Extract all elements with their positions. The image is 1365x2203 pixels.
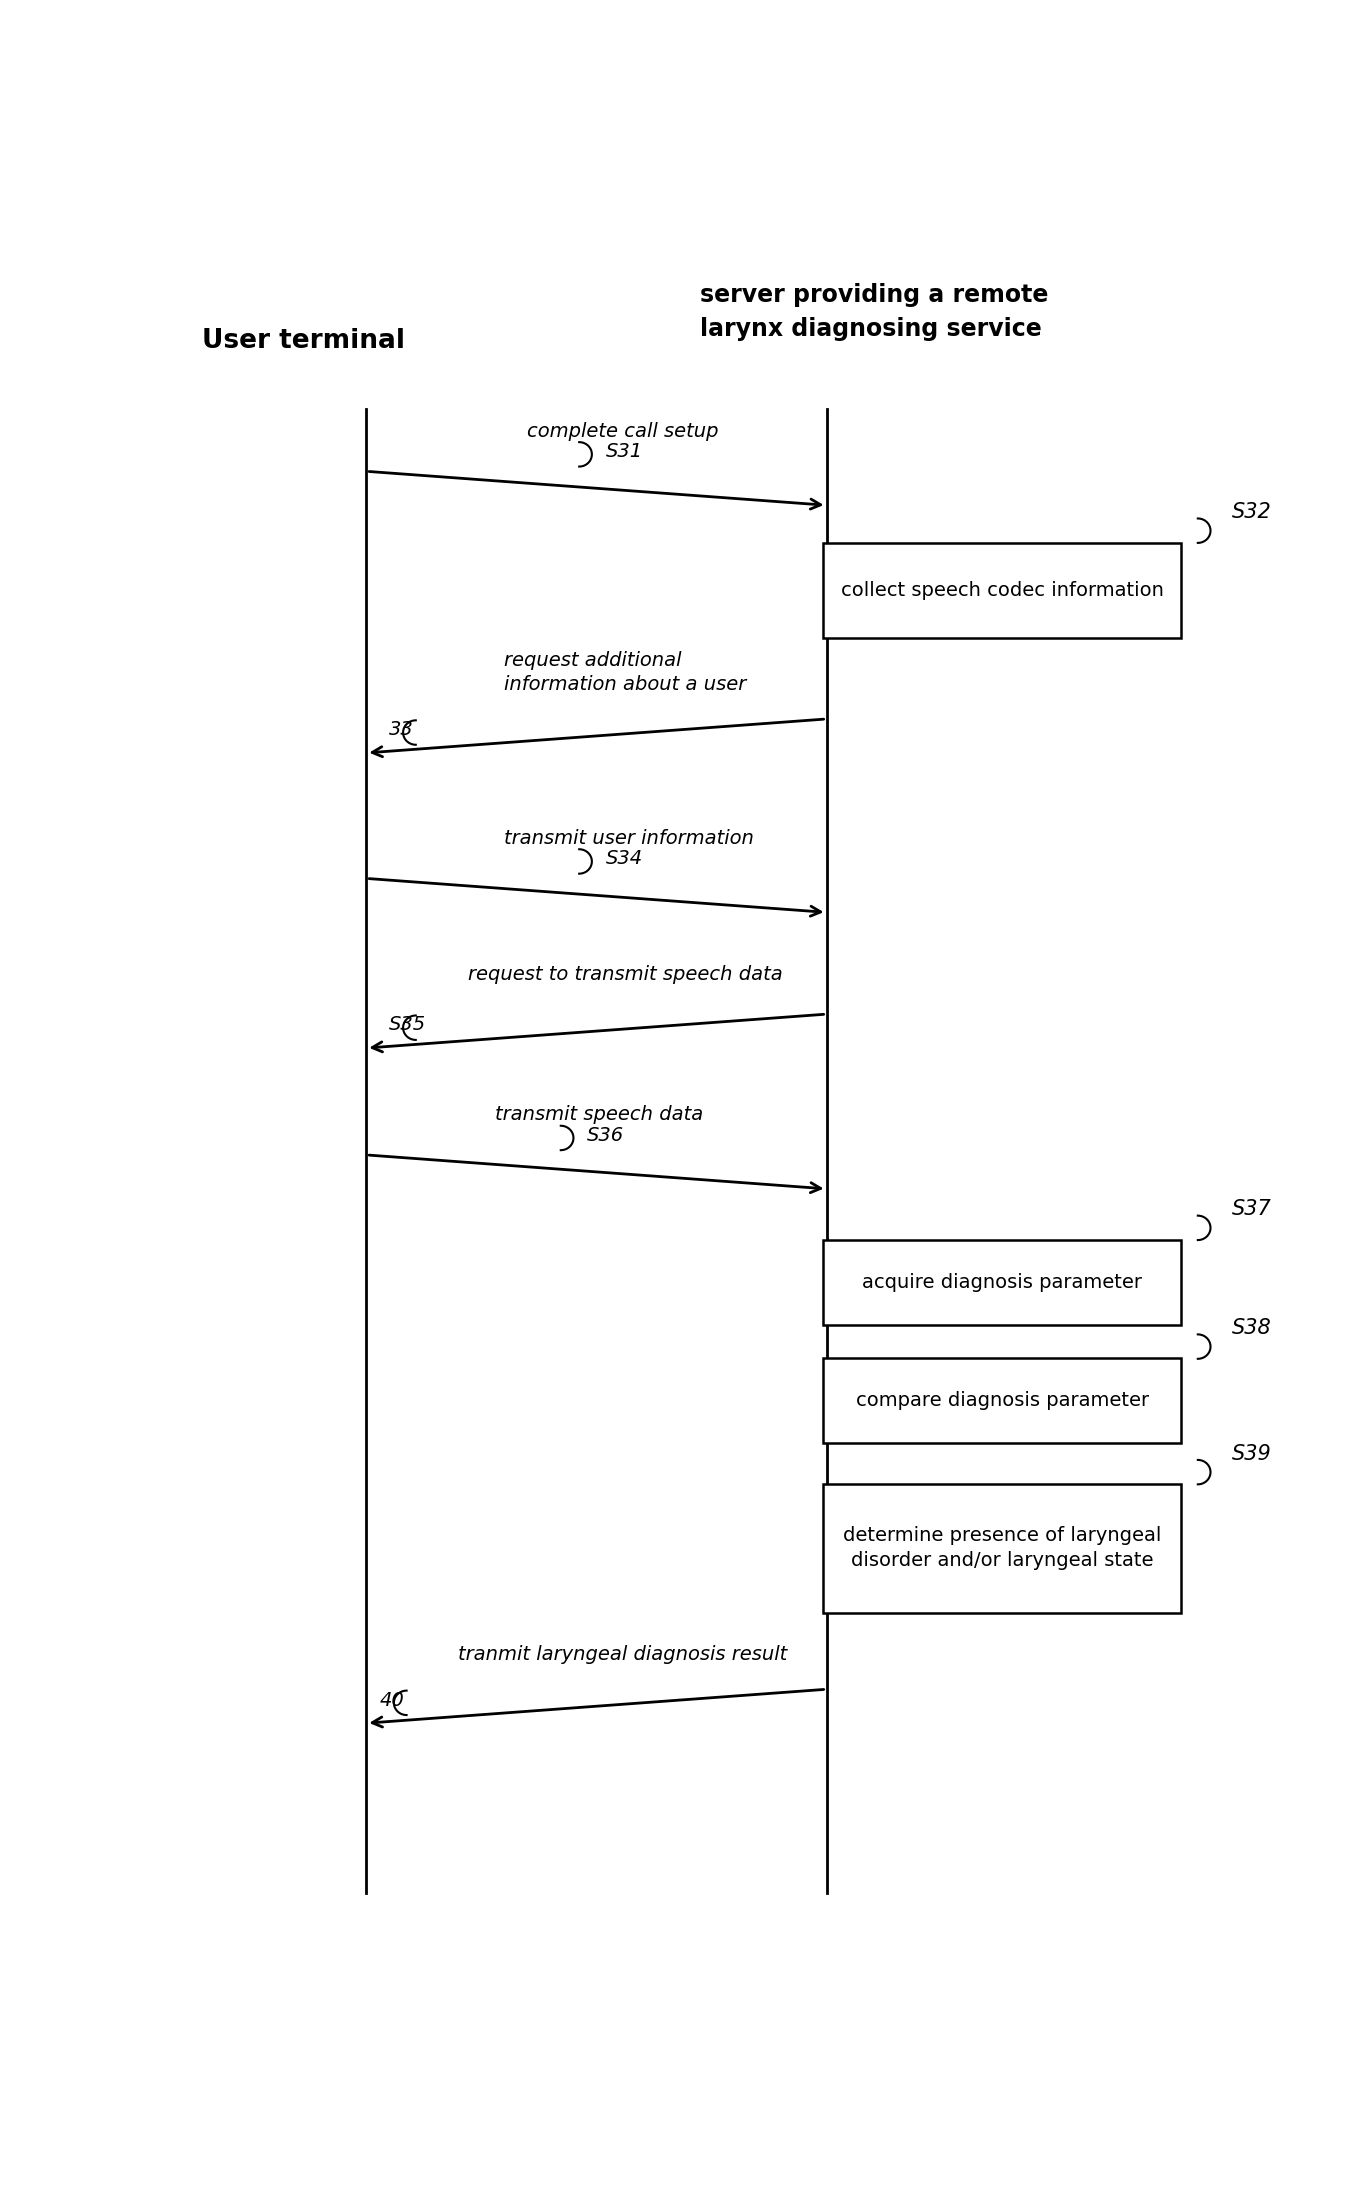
Text: S32: S32 [1231, 502, 1271, 522]
Text: S36: S36 [587, 1126, 624, 1146]
Text: determine presence of laryngeal
disorder and/or laryngeal state: determine presence of laryngeal disorder… [844, 1527, 1162, 1571]
Text: S31: S31 [606, 443, 643, 460]
Text: request to transmit speech data: request to transmit speech data [468, 965, 782, 983]
Text: tranmit laryngeal diagnosis result: tranmit laryngeal diagnosis result [459, 1646, 788, 1663]
Text: server providing a remote
larynx diagnosing service: server providing a remote larynx diagnos… [699, 284, 1048, 341]
Bar [823, 1240, 1181, 1324]
Bar [823, 1485, 1181, 1613]
Text: S37: S37 [1231, 1198, 1271, 1220]
Bar [823, 542, 1181, 637]
Text: request additional
information about a user: request additional information about a u… [505, 652, 747, 694]
Text: 33: 33 [389, 720, 414, 740]
Text: compare diagnosis parameter: compare diagnosis parameter [856, 1392, 1149, 1410]
Text: S39: S39 [1231, 1443, 1271, 1463]
Text: 40: 40 [379, 1690, 405, 1710]
Bar [823, 1359, 1181, 1443]
Text: User terminal: User terminal [202, 328, 405, 355]
Text: S38: S38 [1231, 1317, 1271, 1337]
Text: S34: S34 [606, 848, 643, 868]
Text: complete call setup: complete call setup [527, 421, 719, 441]
Text: acquire diagnosis parameter: acquire diagnosis parameter [863, 1273, 1143, 1291]
Text: transmit speech data: transmit speech data [495, 1106, 703, 1124]
Text: S35: S35 [389, 1016, 426, 1035]
Text: collect speech codec information: collect speech codec information [841, 582, 1163, 599]
Text: transmit user information: transmit user information [505, 828, 755, 848]
